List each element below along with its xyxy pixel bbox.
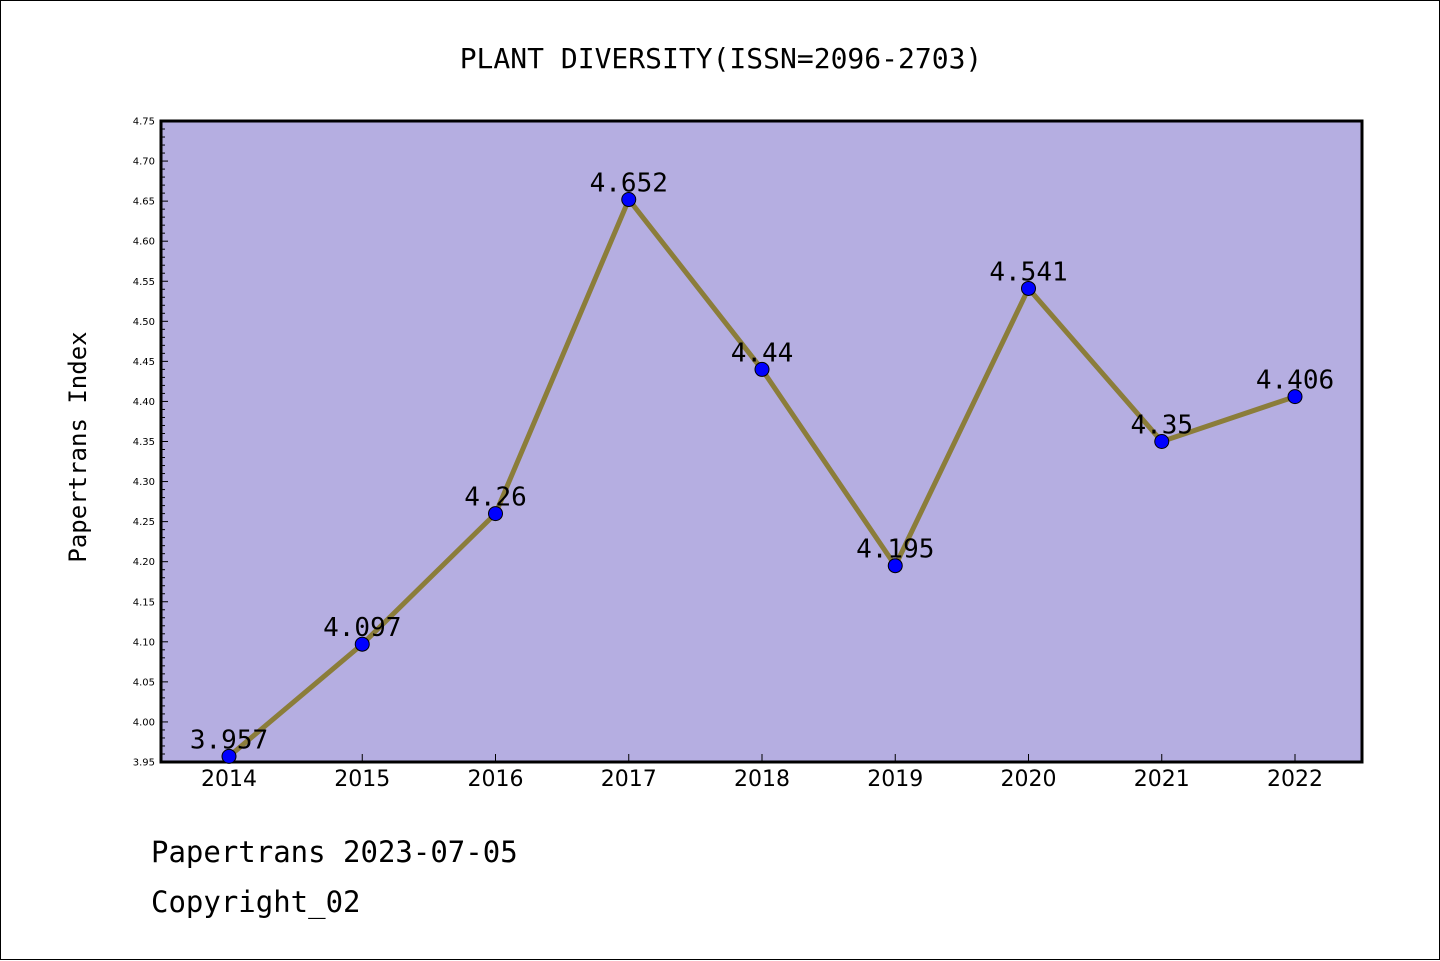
y-tick-label: 4.15 (133, 597, 155, 608)
y-tick-label: 4.35 (133, 437, 155, 448)
x-tick-label: 2020 (1001, 767, 1057, 792)
x-tick-label: 2021 (1134, 767, 1190, 792)
data-point (1287, 389, 1303, 405)
y-tick-label: 3.95 (133, 758, 155, 769)
data-point (1021, 280, 1036, 296)
footer-copyright: Copyright_02 (151, 885, 361, 919)
y-axis-label: Papertrans Index (64, 331, 92, 562)
x-tick-label: 2022 (1267, 767, 1323, 792)
x-axis-ticks: 2014 2015 2016 2017 2018 2019 2020 2021 2022 (201, 754, 1323, 792)
footer-date: Papertrans 2023-07-05 (151, 835, 518, 869)
data-label: 4.35 (1130, 411, 1193, 441)
x-tick-label: 2018 (734, 767, 790, 792)
x-tick-label: 2017 (601, 767, 657, 792)
data-markers (221, 192, 1303, 764)
y-tick-label: 4.40 (133, 397, 155, 408)
y-tick-label: 4.20 (133, 557, 155, 568)
y-tick-label: 4.50 (133, 317, 155, 328)
y-tick-label: 4.45 (133, 357, 155, 368)
data-point (221, 748, 237, 764)
y-tick-label: 4.00 (133, 717, 155, 728)
data-label: 4.097 (323, 613, 401, 643)
y-axis-ticks: 3.95 4.00 4.05 4.10 4.15 4.20 4.25 4.30 4.35 4.40… (133, 117, 168, 769)
y-tick-label: 4.05 (133, 677, 155, 688)
y-tick-label: 4.25 (133, 517, 155, 528)
data-label: 4.541 (989, 257, 1067, 287)
data-point (354, 636, 370, 652)
y-tick-label: 4.75 (133, 117, 155, 128)
data-point (1154, 434, 1170, 449)
data-point (488, 506, 503, 522)
data-label: 4.26 (464, 483, 527, 513)
y-tick-label: 4.30 (133, 477, 155, 488)
y-tick-label: 4.65 (133, 197, 155, 208)
x-tick-label: 2014 (201, 767, 257, 792)
x-tick-label: 2015 (334, 767, 390, 792)
y-tick-label: 4.55 (133, 277, 155, 288)
data-labels: 3.957 4.097 4.26 4.652 4.44 4.195 4.541 4.35 4.4… (190, 169, 1334, 756)
data-point (754, 361, 770, 377)
data-label: 4.44 (731, 338, 794, 368)
y-tick-label: 4.60 (133, 237, 155, 248)
x-tick-label: 2019 (867, 767, 923, 792)
y-tick-label: 4.10 (133, 637, 155, 648)
data-label: 4.195 (856, 535, 934, 565)
data-point (621, 192, 637, 208)
chart-title: PLANT DIVERSITY(ISSN=2096-2703) (460, 42, 983, 75)
y-tick-label: 4.70 (133, 157, 155, 168)
data-label: 4.652 (590, 169, 668, 199)
data-label: 3.957 (190, 725, 268, 755)
data-point (887, 558, 903, 574)
plot-area (159, 119, 1364, 764)
x-tick-label: 2016 (468, 767, 524, 792)
data-label: 4.406 (1256, 366, 1334, 396)
